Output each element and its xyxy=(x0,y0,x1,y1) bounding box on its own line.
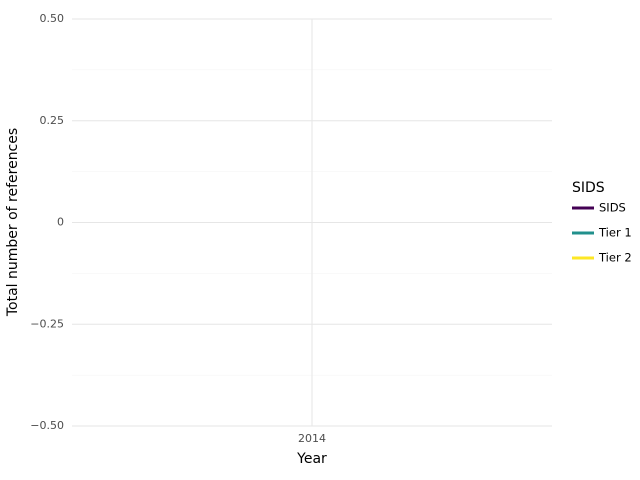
y-tick-label: −0.50 xyxy=(30,419,64,432)
legend-label: Tier 2 xyxy=(598,251,632,265)
y-tick-label: −0.25 xyxy=(30,317,64,330)
y-tick-label: 0 xyxy=(57,216,64,229)
y-axis-title: Total number of references xyxy=(5,128,21,317)
legend-label: SIDS xyxy=(599,201,626,215)
y-tick-label: 0.25 xyxy=(40,114,65,127)
legend-label: Tier 1 xyxy=(598,226,632,240)
x-tick-label: 2014 xyxy=(298,432,326,445)
y-tick-label: 0.50 xyxy=(40,12,65,25)
legend-title: SIDS xyxy=(572,180,605,196)
x-axis-title: Year xyxy=(296,451,327,467)
